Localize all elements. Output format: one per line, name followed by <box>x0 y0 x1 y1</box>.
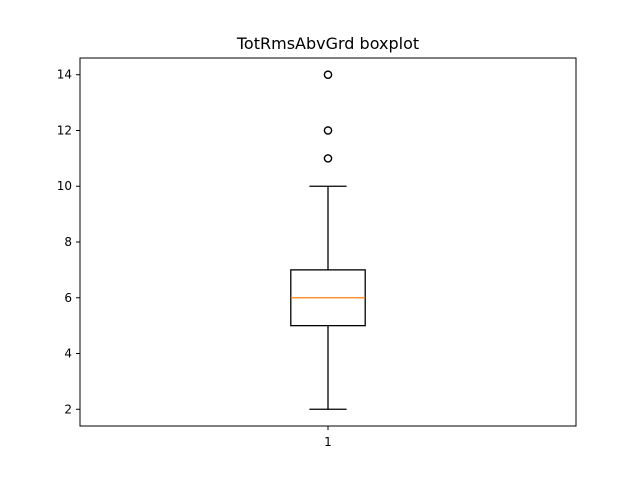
outlier-point <box>323 126 333 135</box>
plot-area: 2 4 6 8 10 12 14 1 <box>57 57 577 449</box>
y-tick-label: 10 <box>57 179 72 193</box>
y-tick-label: 6 <box>64 291 72 305</box>
y-tick-label: 14 <box>57 68 72 82</box>
x-tick-label: 1 <box>324 435 332 449</box>
y-tick-label: 8 <box>64 235 72 249</box>
outlier-point <box>323 70 333 80</box>
outlier-point <box>323 154 333 163</box>
y-tick-label: 12 <box>57 123 72 137</box>
y-tick-label: 2 <box>64 402 72 416</box>
chart-title: TotRmsAbvGrd boxplot <box>236 34 419 53</box>
y-tick-label: 4 <box>64 347 72 361</box>
